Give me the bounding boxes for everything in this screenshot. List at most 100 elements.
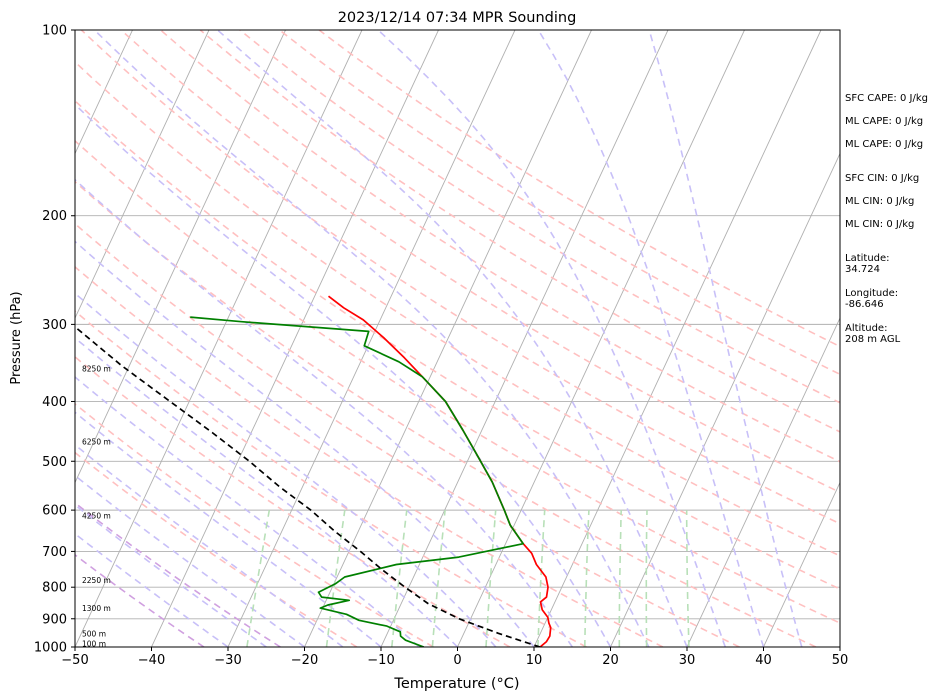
dry-adiabat: [199, 30, 840, 433]
x-axis-label: Temperature (°C): [393, 676, 519, 692]
x-tick-label: 0: [453, 653, 461, 668]
ml-cape-label: ML CAPE: 0 J/kg: [845, 116, 924, 127]
x-tick-label: 30: [679, 653, 696, 668]
y-tick-label: 200: [42, 209, 67, 224]
moist-adiabat: [93, 30, 650, 647]
moist-adiabat: [75, 532, 229, 647]
altitude-label: Altitude: 208 m AGL: [845, 323, 901, 345]
height-label: 8250 m: [82, 364, 111, 373]
isotherm-line: [763, 481, 840, 647]
dry-adiabat: [120, 30, 840, 494]
y-tick-label: 800: [42, 581, 67, 596]
ml-cin-label: ML CIN: 0 J/kg: [845, 196, 915, 207]
isotherm-line: [75, 30, 286, 484]
moist-adiabat: [75, 178, 573, 647]
sfc-cape-label: SFC CAPE: 0 J/kg: [845, 93, 928, 104]
height-label: 100 m: [82, 639, 106, 648]
height-label: 1300 m: [82, 604, 111, 613]
dry-adiabat: [279, 30, 840, 376]
y-tick-label: 400: [42, 395, 67, 410]
dry-adiabat: [75, 501, 281, 647]
mixing-ratio-line: [584, 510, 590, 647]
moist-adiabat: [377, 30, 727, 647]
moist-adiabat: [648, 30, 803, 647]
moist-adiabat: [216, 30, 688, 647]
isotherm-line: [304, 30, 592, 647]
x-tick-label: −20: [291, 653, 318, 668]
mixing-ratio-line: [485, 510, 497, 647]
mixing-ratio-line: [431, 510, 446, 647]
axis-ticks: −50 −40 −30 −20 −10 0 10 20 30 40 50 1000 900 800 700 6…: [34, 24, 848, 669]
y-tick-label: 1000: [34, 641, 67, 656]
dry-adiabat: [75, 99, 840, 590]
mixing-ratio-line: [645, 510, 648, 647]
height-label: 2250 m: [82, 576, 111, 585]
parcel-line: [75, 325, 541, 647]
dry-adiabat: [75, 139, 840, 624]
dry-adiabat: [318, 30, 840, 348]
mixing-ratio-line: [391, 510, 408, 647]
mixing-ratio-line: [618, 510, 622, 647]
x-tick-label: −40: [138, 653, 165, 668]
latitude-label: Latitude: 34.724: [845, 253, 890, 275]
moist-adiabat: [75, 503, 267, 647]
isotherm-line: [75, 30, 210, 320]
mixing-ratio-line: [685, 510, 690, 647]
dry-adiabat: [160, 30, 840, 463]
background-lines: [75, 30, 840, 647]
isotherm-line: [151, 30, 439, 647]
y-tick-label: 900: [42, 612, 67, 627]
moist-adiabat: [75, 292, 497, 647]
sfc-cin-label: SFC CIN: 0 J/kg: [845, 173, 920, 184]
x-tick-label: 40: [755, 653, 772, 668]
mu-cin-label: ML CIN: 0 J/kg: [845, 219, 915, 230]
x-tick-label: 10: [526, 653, 543, 668]
moist-adiabat: [75, 336, 459, 647]
y-axis-label: Pressure (hPa): [9, 291, 24, 384]
y-tick-label: 100: [42, 24, 67, 39]
moist-adiabat: [75, 411, 382, 647]
moist-adiabat: [537, 30, 765, 647]
moist-adiabat: [75, 240, 535, 647]
dry-adiabat: [75, 265, 664, 647]
mixing-ratio-line: [537, 510, 546, 647]
x-tick-label: −30: [214, 653, 241, 668]
temperature-line: [327, 295, 552, 647]
isotherm-line: [380, 30, 669, 647]
isotherm-line: [457, 30, 745, 647]
x-tick-label: −50: [61, 653, 88, 668]
isotherm-line: [686, 317, 840, 647]
mixing-ratio-line: [246, 509, 271, 647]
dry-adiabat: [80, 30, 840, 525]
height-label: 6250 m: [82, 437, 111, 446]
height-label: 4250 m: [82, 511, 111, 520]
x-tick-label: −10: [367, 653, 394, 668]
dry-adiabat: [75, 222, 740, 647]
isotherm-line: [610, 152, 840, 647]
dry-adiabat: [75, 355, 511, 647]
dry-adiabat: [75, 60, 840, 557]
dewpoint-line: [190, 316, 525, 647]
y-tick-label: 600: [42, 504, 67, 519]
moist-adiabat: [75, 103, 612, 647]
mu-cape-label: ML CAPE: 0 J/kg: [845, 139, 924, 150]
height-label: 500 m: [82, 630, 106, 639]
sounding-series: [75, 295, 552, 647]
y-tick-label: 300: [42, 318, 67, 333]
chart-title: 2023/12/14 07:34 MPR Sounding: [338, 10, 577, 26]
isotherm-line: [227, 30, 516, 647]
y-tick-label: 700: [42, 545, 67, 560]
dry-adiabat: [75, 402, 434, 647]
isotherm-line: [533, 30, 822, 647]
longitude-label: Longitude: -86.646: [845, 288, 899, 310]
x-tick-label: 50: [832, 653, 849, 668]
isotherm-line: [75, 30, 133, 155]
dry-adiabat: [75, 180, 817, 647]
y-tick-label: 500: [42, 455, 67, 470]
dry-adiabat: [75, 310, 587, 647]
moist-adiabat: [75, 474, 305, 647]
dry-adiabat: [239, 30, 840, 404]
